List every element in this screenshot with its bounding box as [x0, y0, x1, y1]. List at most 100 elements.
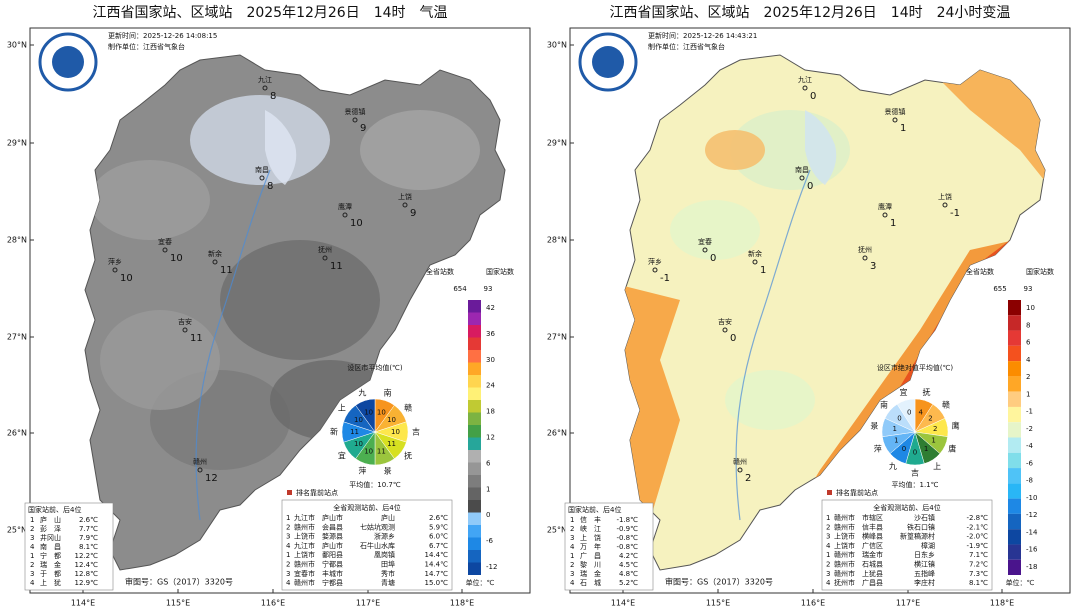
- station-value: 10: [350, 218, 363, 229]
- colorbar-label: -14: [1026, 528, 1038, 536]
- pie-slice-value: 1: [931, 436, 935, 444]
- province-table-cell: 3: [286, 570, 290, 578]
- pie-slice-name: 唐: [948, 444, 956, 454]
- station-name: 九江: [258, 75, 272, 84]
- province-table-cell: -2.0℃: [966, 533, 988, 541]
- colorbar-swatch: [468, 475, 481, 488]
- station-dot: [342, 212, 348, 218]
- national-table-cell: 7.9℃: [79, 534, 98, 542]
- province-table-cell: -2.1℃: [966, 523, 988, 531]
- colorbar-label: -12: [486, 563, 497, 571]
- national-table-cell: 峡 江: [580, 524, 601, 533]
- province-table-cell: 石牛山水库: [360, 541, 395, 550]
- province-table-cell: 上饶市: [294, 550, 315, 559]
- colorbar-swatch: [468, 362, 481, 375]
- province-table-cell: 横江镇: [914, 560, 935, 569]
- province-table-cell: 1: [286, 514, 290, 522]
- province-table-box: [281, 499, 453, 591]
- colorbar-swatch: [468, 412, 481, 425]
- pie-slice: [355, 398, 376, 433]
- longitude-label: 118°E: [990, 599, 1014, 608]
- pie-slice-value: 10: [354, 440, 363, 448]
- pie-slice-value: 10: [391, 428, 400, 436]
- colorbar-swatch: [1008, 529, 1021, 545]
- national-table-cell: 1: [30, 552, 34, 560]
- station-value: 3: [870, 261, 876, 272]
- colorbar-label: -2: [1026, 425, 1033, 433]
- province-table-cell: 广昌县: [862, 578, 883, 587]
- legend-province: 全省站数: [426, 267, 454, 276]
- river: [735, 169, 811, 521]
- pie-slice-name: 萍: [358, 465, 366, 475]
- colorbar-label: -12: [1026, 511, 1037, 519]
- province-table-cell: 秀市: [381, 569, 395, 578]
- province-table-cell: 新篁稿源村: [900, 532, 935, 541]
- pie-slice-name: 抚: [404, 451, 412, 461]
- national-table-cell: 2: [30, 561, 34, 569]
- station-dot: [352, 117, 358, 123]
- province-table-cell: 田埠: [381, 560, 395, 569]
- station-value: 12: [205, 473, 218, 484]
- colorbar-label: 1: [1026, 390, 1030, 398]
- colorbar-label: 6: [1026, 339, 1031, 347]
- province-table-cell: 李庄村: [914, 578, 935, 587]
- province-table-cell: 铁石口镇: [907, 522, 935, 531]
- station-value: 8: [267, 181, 273, 192]
- station-dot: [702, 247, 708, 253]
- province-table-cell: 赣州市: [834, 569, 855, 578]
- station-name: 萍乡: [108, 257, 122, 266]
- map-panel: 江西省国家站、区域站 2025年12月26日 14时 气温 30°N 29°N 28°…: [7, 4, 531, 608]
- province-table-cell: 五指峰: [914, 569, 935, 578]
- station-dot: [652, 267, 658, 273]
- legend-national: 国家站数: [486, 267, 514, 276]
- map-title: 江西省国家站、区域站 2025年12月26日 14时 24小时变温: [610, 4, 1011, 21]
- colorbar-label: -16: [1026, 546, 1038, 554]
- colorbar-swatch: [1008, 498, 1021, 514]
- national-table-cell: 4: [30, 543, 35, 551]
- province-table-cell: 赣州市: [294, 578, 315, 587]
- province-table-cell: 赣州市: [834, 522, 855, 531]
- legend-province-count: 654: [453, 285, 467, 293]
- colorbar-swatch: [468, 375, 481, 388]
- station-name: 赣州: [733, 457, 747, 466]
- province-table-cell: 丰城市: [322, 569, 343, 578]
- producer: 制作单位：江西省气象台: [108, 42, 185, 51]
- longitude-label: 116°E: [801, 599, 825, 608]
- pie-slice-value: 4: [919, 408, 924, 416]
- station-dot: [262, 85, 268, 91]
- update-time: 更新时间：2025-12-26 14:08:15: [108, 31, 217, 40]
- province-table-cell: 2.6℃: [429, 514, 448, 522]
- warming-band: [740, 90, 1045, 570]
- latitude-label: 30°N: [7, 41, 27, 50]
- station-name: 鹰潭: [878, 202, 892, 211]
- province-table-cell: 宁都县: [322, 578, 343, 587]
- province-table-cell: 樟湖: [921, 541, 935, 550]
- colorbar-label: 4: [1026, 356, 1031, 364]
- pie-slice-value: 11: [377, 447, 386, 455]
- colorbar-swatch: [1008, 513, 1021, 530]
- national-table-cell: 12.8℃: [75, 570, 99, 578]
- province-table-cell: 3: [826, 533, 830, 541]
- national-table-cell: -0.8℃: [616, 534, 638, 542]
- province-table-cell: -1.9℃: [966, 542, 988, 550]
- station-value: 0: [807, 181, 813, 192]
- province-table-cell: 上犹县: [862, 569, 883, 578]
- colorbar-label: 18: [486, 408, 495, 416]
- province-table-cell: 赣州市: [834, 550, 855, 559]
- national-table-cell: 瑞 金: [40, 560, 61, 569]
- pie-slice-value: 2: [928, 415, 932, 423]
- station-value: 8: [270, 91, 276, 102]
- province-table-cell: 浙源乡: [374, 532, 395, 541]
- station-dot: [182, 327, 188, 333]
- pie-slice-name: 九: [889, 462, 897, 471]
- pie-slice-name: 南: [880, 400, 888, 410]
- latitude-label: 25°N: [7, 526, 27, 535]
- province-table-cell: 横峰县: [862, 532, 883, 541]
- station-name: 宜春: [698, 237, 712, 246]
- warming-west: [625, 280, 680, 520]
- legend-province: 全省站数: [966, 267, 994, 276]
- colorbar-swatch: [468, 487, 481, 500]
- latitude-label: 29°N: [547, 139, 567, 148]
- pie-slice-name: 景: [870, 422, 878, 431]
- national-table-cell: 4: [570, 543, 575, 551]
